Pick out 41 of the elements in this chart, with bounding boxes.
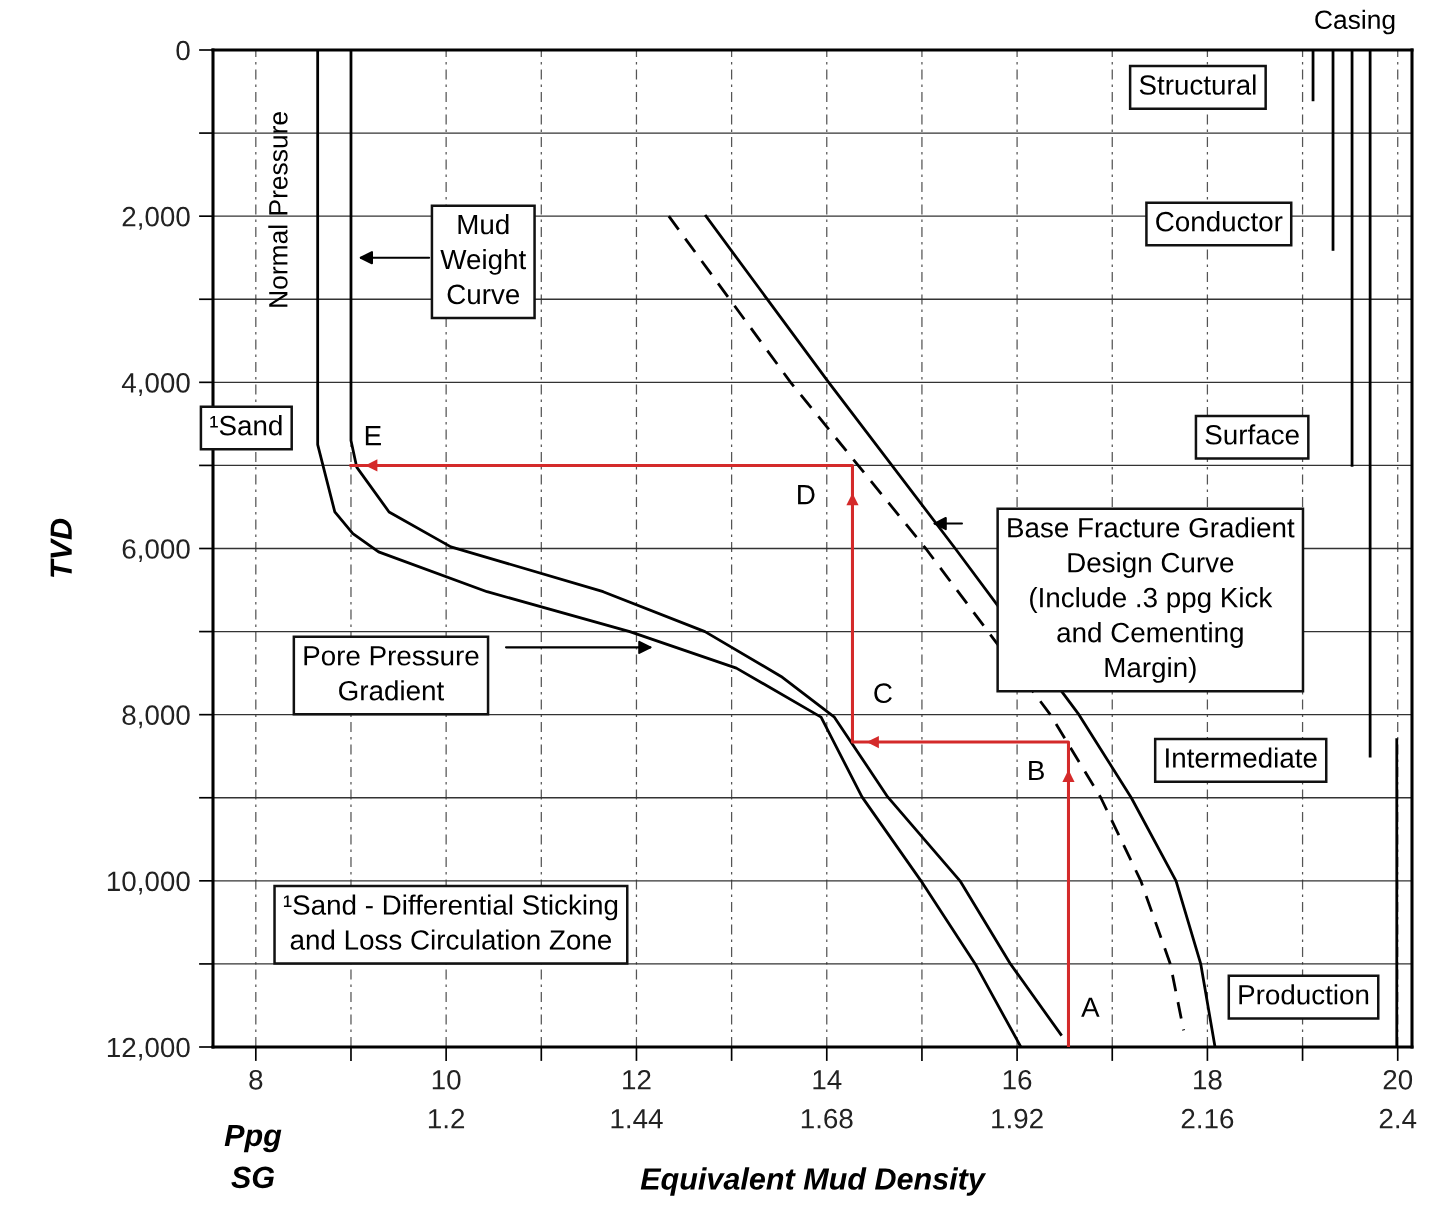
y-axis-title: TVD	[50, 518, 72, 577]
annotation: Production	[1239, 984, 1369, 1005]
y-tick-label: 12,000	[107, 1037, 190, 1061]
annotation: Intermediate	[1166, 747, 1317, 768]
text: SG	[231, 1166, 275, 1189]
annotation: Structural	[1139, 74, 1256, 95]
x-tick-label: 10	[432, 1069, 461, 1090]
y-tick-label: 4,000	[121, 373, 190, 396]
x2-tick-label: 1.92	[992, 1108, 1043, 1129]
y-tick-label: 0	[176, 40, 190, 61]
y-tick-label: 2,000	[122, 206, 190, 230]
annotation: D	[798, 485, 815, 505]
annotation: A	[1081, 997, 1100, 1017]
x-axis-title: Equivalent Mud Density	[640, 1167, 987, 1196]
x2-tick-label: 2.4	[1379, 1108, 1417, 1129]
annotation: Normal Pressure	[268, 112, 288, 307]
annotation: C	[874, 683, 892, 704]
y-tick-label: 6,000	[122, 539, 190, 563]
x2-tick-label: 2.16	[1181, 1108, 1234, 1129]
y-tick-label: 10,000	[107, 871, 190, 895]
annotation: Base Fracture Gradient Design Curve (Include .3 ppg Kick and Cementing Margin)	[1008, 517, 1295, 683]
annotation: E	[365, 426, 381, 446]
annotation: B	[1029, 760, 1044, 781]
text: Ppg	[224, 1124, 282, 1153]
x-tick-label: 8	[249, 1069, 263, 1090]
annotation: ¹Sand	[210, 415, 282, 436]
x2-tick-label: 1.44	[611, 1109, 663, 1129]
annotation: Pore Pressure Gradient	[304, 646, 479, 701]
x2-tick-label: 1.2	[428, 1108, 465, 1129]
x-tick-label: 12	[623, 1069, 651, 1090]
annotation: Mud Weight Curve	[440, 213, 527, 305]
text: Casing	[1315, 9, 1395, 35]
annotation: ¹Sand - Differential Sticking and Loss Circulation Zone	[283, 894, 618, 950]
annotation: Conductor	[1156, 211, 1283, 232]
x-tick-label: 20	[1383, 1069, 1413, 1090]
x-tick-label: 18	[1194, 1069, 1222, 1090]
annotation: Surface	[1205, 424, 1299, 445]
y-tick-label: 8,000	[122, 705, 190, 729]
x-tick-label: 16	[1003, 1069, 1032, 1090]
x2-tick-label: 1.68	[801, 1108, 853, 1129]
x-tick-label: 14	[813, 1070, 842, 1090]
